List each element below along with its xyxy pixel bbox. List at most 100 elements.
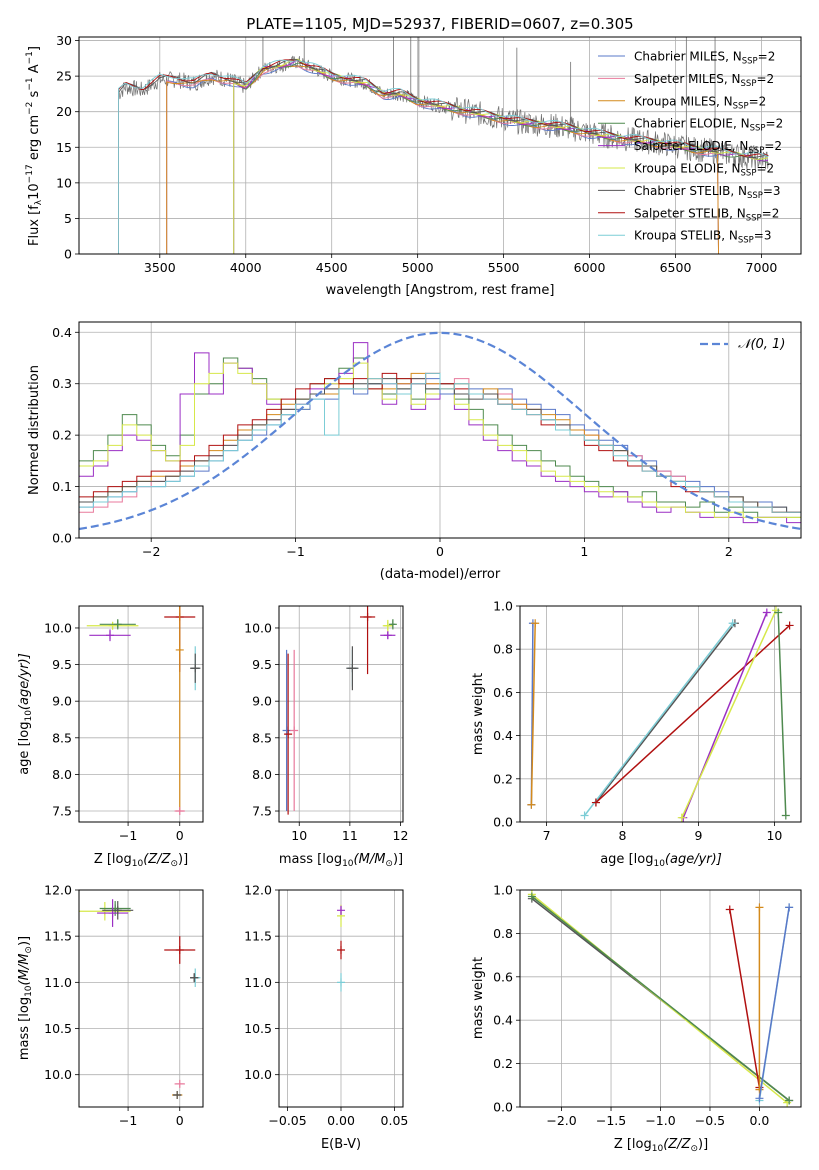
x-tick-label: −1.0 — [645, 1113, 675, 1128]
weight-marker — [728, 619, 737, 628]
weight-marker — [527, 800, 536, 809]
plot-area — [86, 606, 201, 816]
x-tick-label: 1 — [580, 544, 588, 559]
weight-marker — [677, 813, 686, 822]
xlabel-part: age [log — [600, 852, 653, 867]
x-tick-label: 12 — [393, 828, 409, 843]
y-tick-label: 0.0 — [493, 1100, 513, 1115]
y-tick-label: 0 — [64, 247, 72, 262]
y-tick-label: 0.0 — [493, 815, 513, 830]
ylabel-part: 10 — [27, 183, 42, 200]
legend-entry: Chabrier ELODIE, NSSP=2 — [634, 117, 783, 134]
x-tick-label: 0.05 — [381, 1113, 409, 1128]
legend-name: Salpeter MILES, N — [634, 72, 741, 86]
weight-line — [595, 622, 736, 804]
weight-line — [531, 895, 790, 1102]
y-tick-label: 25 — [56, 69, 72, 84]
legend-tail: =2 — [762, 206, 780, 220]
plot-weight-vs-Z: −2.0 −1.5 −1.0 −0.5 0.0 0.0 0.2 0.4 0.6 0.8 1.0 Z [… — [471, 883, 802, 1154]
legend-tail: =2 — [764, 139, 782, 153]
y-tick-label: 0.4 — [493, 1013, 513, 1028]
y-tick-label: 5 — [64, 211, 72, 226]
weight-line — [681, 609, 777, 819]
x-axis-label: (data-model)/error — [380, 567, 501, 582]
legend-name: Kroupa ELODIE, N — [634, 162, 741, 176]
x-tick-label: 7000 — [746, 260, 778, 275]
data-point — [337, 978, 345, 987]
ylabel-part: Flux [f — [27, 205, 42, 246]
x-axis-label: age [log10(age/yr)] — [600, 852, 722, 869]
x-tick-label: 11 — [342, 828, 358, 843]
legend-entry: Salpeter STELIB, NSSP=2 — [634, 206, 779, 223]
x-tick-label: 4000 — [230, 260, 262, 275]
weight-marker — [527, 892, 536, 901]
x-tick-label: 8 — [619, 828, 627, 843]
y-tick-label: 11.5 — [244, 929, 272, 944]
x-tick-label: −2.0 — [546, 1113, 576, 1128]
ylabel-part: ⊙ — [24, 946, 34, 954]
ylabel-part: mass [log — [17, 997, 32, 1060]
weight-marker — [755, 1085, 764, 1094]
xlabel-part: Z [log — [614, 1137, 652, 1152]
legend-sub: SSP — [748, 146, 764, 156]
y-tick-label: 0.0 — [52, 531, 72, 546]
legend-tail: =2 — [766, 117, 784, 131]
legend-sub: SSP — [741, 169, 757, 179]
x-tick-label: 0.0 — [749, 1113, 769, 1128]
y-tick-label: 12.0 — [244, 883, 272, 898]
weight-marker — [531, 619, 540, 628]
legend-tail: =2 — [756, 72, 774, 86]
axes-frame — [78, 36, 802, 255]
ylabel-part: 10 — [24, 985, 34, 997]
histogram-series — [79, 362, 801, 518]
y-tick-label: 10.5 — [44, 1021, 72, 1036]
y-tick-label: 0.6 — [493, 969, 513, 984]
ylabel-part: A — [27, 64, 42, 77]
weight-marker — [591, 798, 600, 807]
ylabel-part: s — [27, 90, 42, 101]
legend-sub: SSP — [741, 79, 757, 89]
data-point — [337, 906, 345, 915]
data-point — [190, 973, 199, 982]
y-axis-label: Normed distribution — [27, 365, 42, 495]
x-axis-label: wavelength [Angstrom, rest frame] — [326, 283, 555, 298]
x-tick-label: 10 — [291, 828, 307, 843]
axes-frame — [519, 889, 802, 1108]
data-point — [173, 1091, 182, 1099]
plot-spectrum: 3500 4000 4500 5000 5500 6000 6500 7000 0 5 10 15 20… — [25, 33, 802, 298]
y-tick-label: 10 — [56, 175, 72, 190]
weight-line — [584, 622, 734, 816]
plot-area — [116, 37, 769, 254]
legend-name: Chabrier ELODIE, N — [634, 117, 750, 131]
x-tick-label: −1.5 — [596, 1113, 626, 1128]
ylabel-part: ] — [27, 46, 42, 51]
xlabel-part: ⊙ — [385, 859, 393, 869]
legend-name: Chabrier MILES, N — [634, 50, 742, 64]
weight-marker — [762, 608, 771, 617]
y-tick-label: 1.0 — [493, 599, 513, 614]
weight-line — [530, 623, 536, 805]
legend-tail: =2 — [756, 162, 774, 176]
legend-name: Salpeter ELODIE, N — [634, 139, 748, 153]
axes-frame — [78, 321, 802, 539]
legend-sub: SSP — [747, 191, 763, 201]
plot-mass-vs-Z: −1 0 10.0 10.5 11.0 11.5 12.0 mass [log10(M/M⊙)… — [17, 883, 204, 1128]
y-tick-label: 11.0 — [244, 975, 272, 990]
x-tick-label: 3500 — [144, 260, 176, 275]
weight-marker — [774, 608, 783, 617]
weight-marker — [725, 905, 734, 914]
y-tick-label: 1.0 — [493, 883, 513, 898]
legend-name: Chabrier STELIB, N — [634, 184, 747, 198]
legend-entry: Salpeter ELODIE, NSSP=2 — [634, 139, 782, 156]
x-tick-label: 6000 — [574, 260, 606, 275]
y-tick-label: 8.0 — [52, 767, 72, 782]
legend-sub: SSP — [738, 236, 754, 246]
y-tick-label: 10.0 — [44, 1067, 72, 1082]
xlabel-part: ⊙ — [690, 1144, 698, 1154]
xlabel-part: Z [log — [94, 852, 132, 867]
legend-entry: Kroupa STELIB, NSSP=3 — [634, 229, 772, 246]
ylabel-part: (M/M — [17, 954, 32, 986]
legend-name: Kroupa STELIB, N — [634, 229, 738, 243]
